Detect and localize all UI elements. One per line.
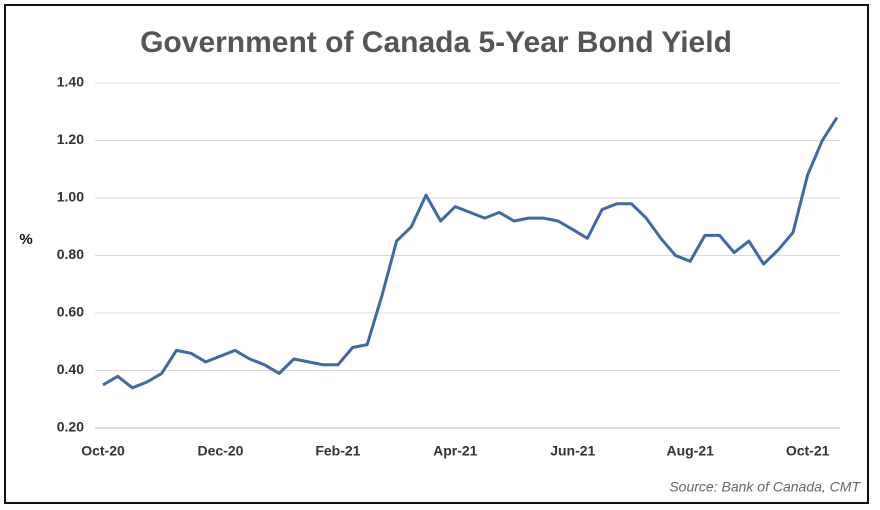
x-tick-label: Feb-21 [315, 443, 360, 459]
frame [4, 4, 869, 504]
x-tick-label: Oct-21 [786, 443, 830, 459]
y-tick-label: 0.60 [57, 304, 84, 320]
y-tick-label: 0.40 [57, 361, 84, 377]
y-tick-label: 1.40 [57, 74, 84, 90]
chart-title: Government of Canada 5-Year Bond Yield [140, 26, 732, 59]
x-tick-label: Apr-21 [433, 443, 478, 459]
y-tick-label: 0.80 [57, 246, 84, 262]
data-line [102, 116, 839, 390]
x-tick-label: Oct-20 [81, 443, 125, 459]
x-tick-label: Aug-21 [666, 443, 714, 459]
x-tick-label: Jun-21 [550, 443, 595, 459]
y-tick-label: 1.20 [57, 131, 84, 147]
y-tick-label: 0.20 [57, 419, 84, 435]
x-tick-label: Dec-20 [197, 443, 243, 459]
source-note: Source: Bank of Canada, CMT [669, 479, 861, 495]
y-tick-label: 1.00 [57, 189, 84, 205]
y-axis-label: % [19, 231, 32, 248]
